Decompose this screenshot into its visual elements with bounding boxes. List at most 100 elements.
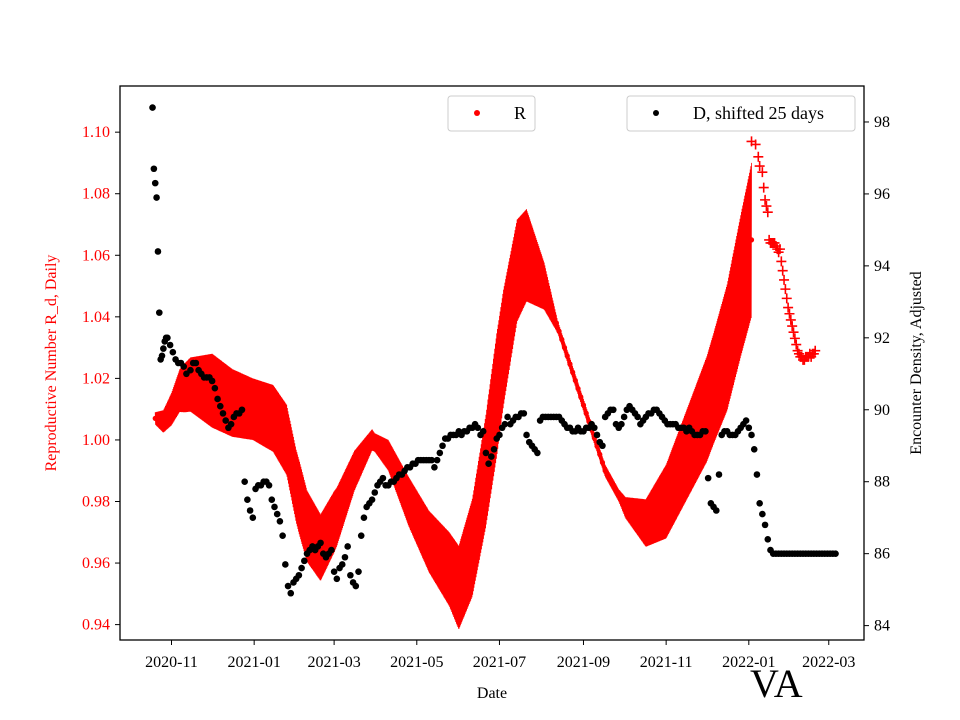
r-tail-point — [753, 151, 764, 162]
d-data-point — [284, 582, 292, 590]
r-data-point — [664, 495, 671, 502]
r-data-point — [681, 458, 687, 465]
r-data-point — [171, 400, 177, 406]
r-data-point — [575, 386, 581, 392]
r-data-point — [274, 422, 280, 428]
d-data-point — [753, 471, 761, 478]
d-data-point — [238, 406, 246, 414]
r-data-point — [342, 492, 348, 499]
right-tick-label: 92 — [874, 330, 890, 347]
r-data-point — [719, 361, 725, 367]
d-data-point — [273, 510, 281, 518]
state-annotation: VA — [750, 661, 803, 706]
r-data-point — [339, 500, 345, 506]
r-data-point — [366, 442, 372, 448]
plot-frame — [119, 85, 865, 641]
r-tail-point — [785, 314, 796, 325]
d-data-point — [317, 539, 324, 547]
r-data-point — [702, 409, 709, 415]
r-data-point — [461, 569, 467, 575]
r-data-point — [662, 500, 668, 506]
r-data-point — [583, 410, 589, 416]
r-data-point — [529, 262, 535, 268]
r-data-point — [347, 478, 353, 484]
r-data-point — [504, 321, 511, 328]
d-data-point — [599, 442, 606, 450]
d-data-point — [485, 460, 492, 468]
d-data-point — [271, 503, 278, 511]
r-data-point — [358, 456, 364, 462]
legend-d-box — [626, 95, 856, 132]
r-tail-point — [783, 302, 794, 313]
r-data-point — [580, 402, 587, 408]
d-data-point — [216, 402, 224, 410]
x-tick-label: 2021-07 — [473, 654, 526, 671]
d-data-point — [156, 309, 163, 316]
r-data-point — [738, 283, 744, 289]
r-data-point — [280, 430, 286, 437]
r-data-point — [420, 528, 427, 534]
x-tick-label: 2021-03 — [307, 654, 360, 671]
d-data-point — [151, 179, 159, 187]
r-data-point — [323, 534, 329, 541]
r-data-point — [418, 522, 424, 529]
r-data-point — [298, 503, 305, 509]
d-data-point — [742, 417, 750, 424]
d-data-point — [620, 413, 628, 421]
r-tail-point — [789, 333, 800, 344]
left-tick-label: 0.96 — [82, 555, 110, 572]
r-data-point — [716, 369, 722, 375]
left-tick-label: 1.00 — [82, 432, 110, 449]
d-data-point — [439, 442, 446, 450]
d-data-point — [745, 424, 753, 432]
r-data-point — [361, 451, 367, 457]
r-data-point — [174, 394, 180, 400]
d-data-point — [704, 474, 712, 482]
left-tick-label: 0.94 — [82, 617, 110, 634]
r-tail-point — [780, 284, 791, 295]
r-tail-point — [774, 244, 785, 255]
r-data-point — [597, 451, 603, 457]
d-data-point — [355, 568, 362, 575]
r-data-point — [475, 514, 481, 520]
d-data-point — [154, 248, 162, 255]
right-axis-label: Encounter Density, Adjusted — [908, 271, 925, 454]
right-tick-label: 84 — [874, 618, 890, 635]
d-data-point — [169, 348, 177, 356]
r-tail-point — [810, 345, 821, 356]
r-data-point — [412, 512, 419, 518]
d-data-point — [344, 543, 351, 550]
d-data-point — [192, 359, 200, 367]
r-data-point — [561, 345, 568, 351]
d-data-point — [333, 575, 341, 583]
r-data-point — [537, 276, 543, 282]
r-data-point — [735, 295, 741, 301]
r-data-point — [724, 345, 730, 351]
d-data-point — [759, 510, 766, 518]
d-data-point — [265, 482, 273, 489]
d-data-point — [371, 489, 379, 496]
r-data-point — [700, 415, 706, 421]
r-data-point — [532, 266, 538, 273]
r-data-point — [336, 507, 343, 513]
r-data-point — [705, 402, 711, 408]
r-data-point — [388, 458, 394, 465]
d-data-point — [338, 561, 346, 568]
r-data-point — [407, 501, 413, 507]
d-data-point — [222, 417, 230, 424]
r-data-point — [401, 489, 408, 495]
r-tail-point — [760, 194, 771, 205]
legend-r-marker — [474, 110, 480, 116]
d-data-point — [328, 546, 335, 554]
r-data-point — [540, 281, 546, 287]
r-series-marks — [152, 136, 821, 629]
r-data-point — [570, 369, 576, 375]
r-data-point — [572, 377, 578, 384]
r-data-point — [667, 489, 673, 495]
r-data-point — [729, 320, 736, 326]
d-data-point — [158, 352, 166, 360]
d-data-point — [368, 496, 376, 504]
r-data-point — [293, 483, 299, 489]
d-data-point — [153, 194, 160, 201]
